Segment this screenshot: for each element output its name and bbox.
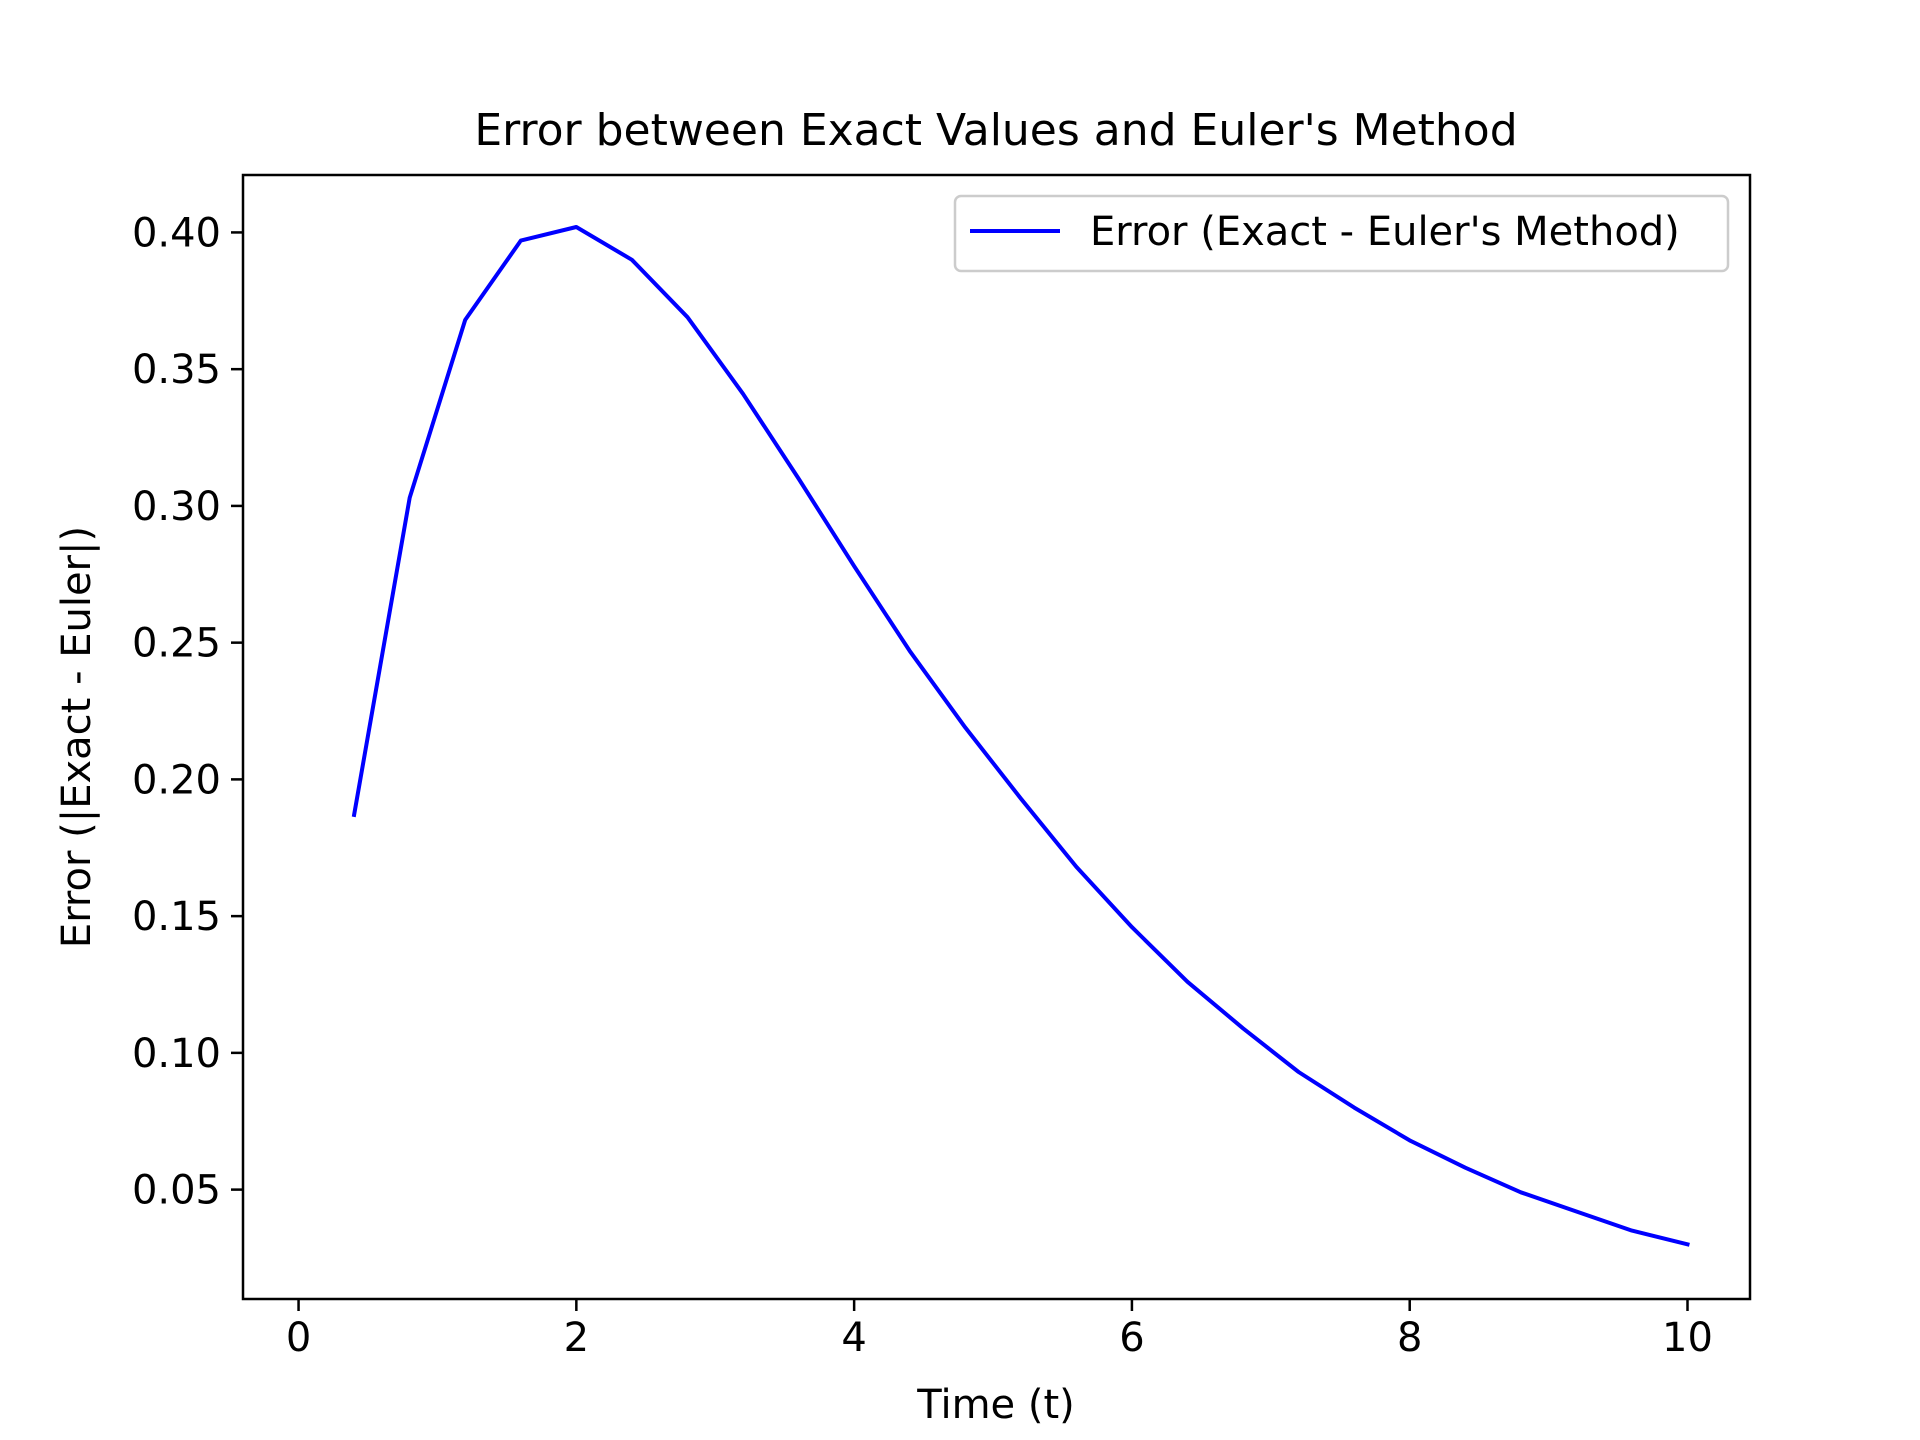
- series-line: [351, 225, 1690, 1247]
- plot-area: [351, 225, 1690, 1247]
- chart-title: Error between Exact Values and Euler's M…: [474, 105, 1517, 156]
- y-tick-label: 0.20: [132, 757, 221, 803]
- y-tick-label: 0.40: [132, 210, 221, 256]
- x-axis-label: Time (t): [916, 1382, 1075, 1428]
- y-tick-label: 0.25: [132, 621, 221, 667]
- axes-frame: [241, 173, 1752, 1301]
- x-tick-label: 4: [841, 1315, 866, 1361]
- y-tick-label: 0.10: [132, 1031, 221, 1077]
- x-tick-label: 6: [1119, 1315, 1144, 1361]
- y-tick-label: 0.35: [132, 347, 221, 393]
- legend-label: Error (Exact - Euler's Method): [1090, 209, 1680, 255]
- legend-box: [953, 194, 1730, 273]
- y-tick-label: 0.30: [132, 484, 221, 530]
- x-tick-label: 2: [564, 1315, 589, 1361]
- axes: 0 2 4 6 8 10 0.05 0.10 0.15 0.20 0.25 0.30 0.35 0.40: [132, 210, 1713, 1361]
- x-tick-label: 0: [286, 1315, 311, 1361]
- x-tick-label: 8: [1397, 1315, 1422, 1361]
- legend: Error (Exact - Euler's Method): [953, 194, 1730, 273]
- y-tick-label: 0.15: [132, 894, 221, 940]
- x-tick-label: 10: [1662, 1315, 1713, 1361]
- y-axis-label: Error (|Exact - Euler|): [54, 526, 100, 948]
- y-tick-label: 0.05: [132, 1168, 221, 1214]
